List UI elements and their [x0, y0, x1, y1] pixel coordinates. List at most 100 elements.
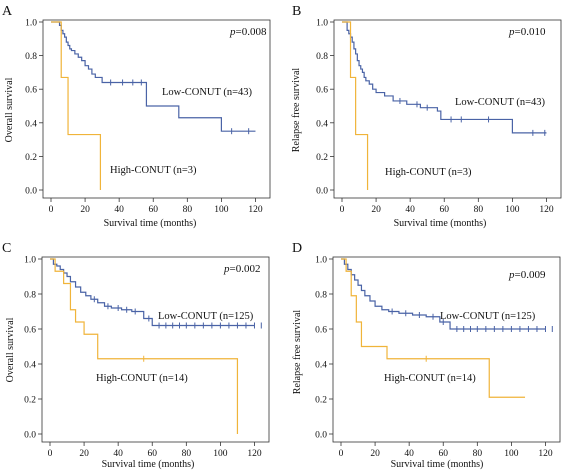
series-label-low: Low-CONUT (n=125) [440, 311, 536, 322]
plot-frame [332, 256, 561, 443]
p-value-symbol: p [508, 269, 515, 281]
p-value-symbol: p [229, 26, 236, 38]
series-label-low: Low-CONUT (n=125) [158, 311, 254, 322]
series-label-low: Low-CONUT (n=43) [455, 97, 546, 108]
p-value-symbol: p [508, 26, 515, 38]
panel-letter: C [2, 241, 11, 256]
y-tick-label: 0.2 [316, 153, 328, 163]
y-tick-label: 0.4 [24, 361, 36, 371]
y-tick-label: 1.0 [315, 256, 327, 266]
km-curve-high [50, 258, 239, 434]
x-tick-label: 40 [113, 449, 123, 459]
x-tick-label: 20 [370, 449, 380, 459]
panel-a: A Overall survival Survival time (months… [2, 4, 271, 229]
x-tick-label: 40 [405, 205, 415, 215]
y-tick-label: 0.2 [25, 153, 37, 163]
series-label-high: High-CONUT (n=3) [110, 165, 197, 176]
y-tick-label: 1.0 [24, 256, 36, 266]
x-tick-label: 120 [247, 449, 262, 459]
km-curve-low [51, 21, 256, 132]
x-tick-label: 0 [339, 449, 344, 459]
x-tick-label: 100 [504, 449, 519, 459]
plot-frame [42, 19, 271, 199]
x-tick-label: 120 [539, 205, 554, 215]
x-tick-label: 0 [49, 205, 54, 215]
y-tick-label: 1.0 [25, 19, 37, 29]
x-tick-label: 100 [214, 205, 229, 215]
x-tick-label: 60 [438, 449, 448, 459]
y-tick-label: 0.6 [315, 326, 327, 336]
series-label-high: High-CONUT (n=3) [385, 167, 472, 178]
x-tick-label: 80 [474, 205, 484, 215]
p-value: p=0.002 [223, 263, 260, 275]
x-tick-label: 80 [182, 449, 192, 459]
y-tick-label: 1.0 [316, 19, 328, 29]
y-tick-label: 0.0 [24, 431, 36, 441]
panel-c: C Overall survival Survival time (months… [2, 241, 270, 470]
x-tick-label: 60 [148, 205, 158, 215]
x-tick-label: 100 [213, 449, 228, 459]
km-curve-low [50, 258, 255, 327]
x-axis-label: Survival time (months) [394, 218, 487, 229]
y-tick-label: 0.6 [24, 326, 36, 336]
x-tick-label: 20 [371, 205, 381, 215]
y-tick-label: 0.4 [316, 119, 328, 129]
x-axis-label: Survival time (months) [102, 459, 195, 470]
x-tick-label: 0 [48, 449, 53, 459]
p-value-number: =0.008 [236, 26, 267, 38]
y-tick-label: 0.2 [315, 396, 327, 406]
km-curve-high [51, 21, 102, 190]
x-tick-label: 120 [538, 449, 553, 459]
y-tick-label: 0.8 [316, 52, 328, 62]
km-curve-high [341, 258, 526, 398]
km-curve-low [342, 21, 547, 134]
y-tick-label: 0.8 [315, 291, 327, 301]
y-tick-label: 0.0 [316, 187, 328, 197]
x-tick-label: 20 [80, 205, 90, 215]
panel-b: B Relapse free survival Survival time (m… [291, 4, 562, 229]
series-label-high: High-CONUT (n=14) [384, 373, 476, 384]
x-tick-label: 40 [404, 449, 414, 459]
y-tick-label: 0.6 [25, 86, 37, 96]
x-tick-label: 60 [439, 205, 449, 215]
x-tick-label: 40 [114, 205, 124, 215]
p-value-number: =0.009 [515, 269, 546, 281]
y-tick-label: 0.0 [315, 431, 327, 441]
plot-frame [333, 19, 562, 199]
x-tick-label: 0 [340, 205, 345, 215]
series-label-low: Low-CONUT (n=43) [162, 87, 253, 98]
y-axis-label: Overall survival [5, 317, 16, 382]
y-axis-label: Relapse free survival [291, 68, 302, 153]
panel-letter: D [292, 241, 302, 256]
x-axis-label: Survival time (months) [104, 218, 197, 229]
p-value: p=0.010 [508, 26, 546, 38]
p-value: p=0.009 [508, 269, 546, 281]
panel-letter: A [2, 4, 13, 19]
plot-frame [41, 256, 270, 443]
x-tick-label: 80 [183, 205, 193, 215]
y-tick-label: 0.6 [316, 86, 328, 96]
y-axis-label: Overall survival [4, 77, 15, 142]
x-axis-label: Survival time (months) [391, 459, 484, 470]
p-value-number: =0.002 [230, 263, 261, 275]
p-value-symbol: p [223, 263, 230, 275]
p-value: p=0.008 [229, 26, 267, 38]
panel-d: D Relapse free survival Survival time (m… [292, 241, 561, 470]
panel-letter: B [292, 4, 301, 19]
y-tick-label: 0.8 [25, 52, 37, 62]
x-tick-label: 100 [505, 205, 520, 215]
x-tick-label: 20 [79, 449, 89, 459]
y-tick-label: 0.4 [315, 361, 327, 371]
y-tick-label: 0.4 [25, 119, 37, 129]
series-label-high: High-CONUT (n=14) [96, 373, 188, 384]
x-tick-label: 120 [248, 205, 263, 215]
p-value-number: =0.010 [515, 26, 546, 38]
x-tick-label: 60 [147, 449, 157, 459]
y-tick-label: 0.8 [24, 291, 36, 301]
y-tick-label: 0.2 [24, 396, 36, 406]
y-axis-label: Relapse free survival [292, 310, 303, 395]
km-curve-high [342, 21, 369, 190]
x-tick-label: 80 [473, 449, 483, 459]
y-tick-label: 0.0 [25, 187, 37, 197]
